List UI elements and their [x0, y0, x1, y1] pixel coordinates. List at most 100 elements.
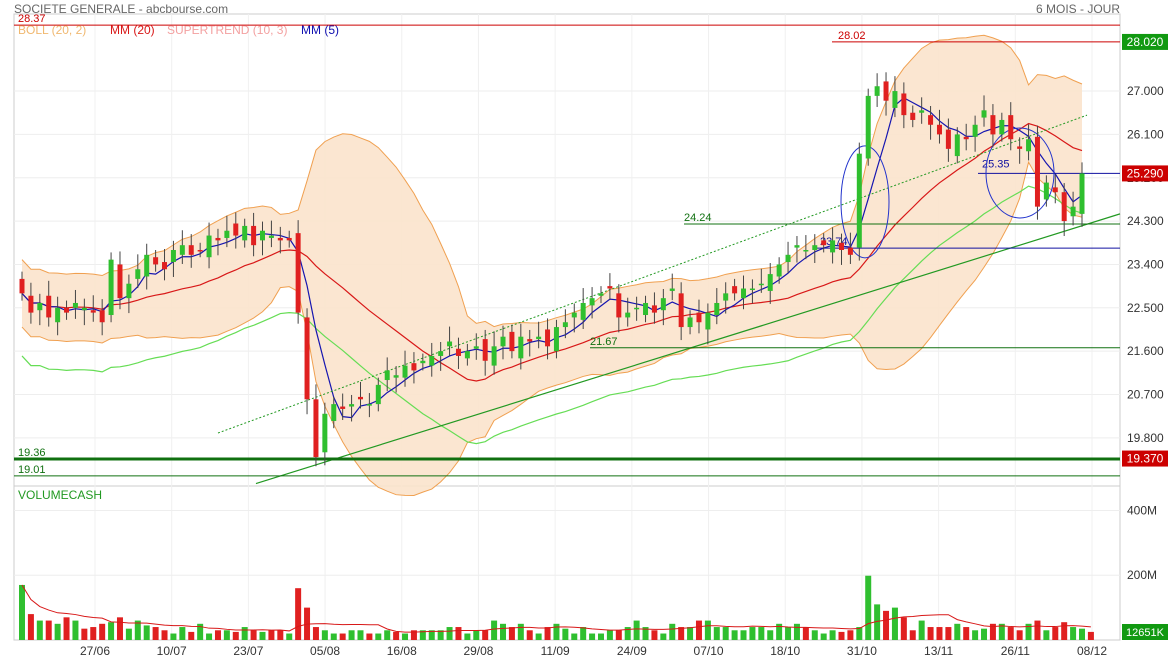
volume-bar — [633, 620, 640, 640]
candle — [447, 341, 453, 347]
candle — [99, 310, 105, 323]
level-label: 24.24 — [684, 212, 712, 224]
candle — [393, 375, 399, 378]
y-tick-label: 19.800 — [1127, 431, 1164, 445]
volume-bar — [678, 627, 685, 640]
candle — [215, 237, 221, 241]
volume-bar — [776, 623, 783, 640]
candle — [874, 86, 880, 96]
volume-bar — [1034, 620, 1041, 640]
candle — [251, 225, 257, 246]
x-tick-label: 31/10 — [847, 644, 877, 658]
volume-bar — [517, 623, 524, 640]
y-tick-label: 22.500 — [1127, 301, 1164, 315]
volume-bar — [179, 627, 186, 640]
volume-bar — [535, 633, 542, 640]
candle — [945, 129, 951, 149]
volume-bar — [259, 631, 266, 640]
candle — [375, 384, 381, 405]
volume-bar — [116, 617, 123, 640]
volume-bar — [1061, 622, 1068, 640]
volume-bar — [918, 620, 925, 640]
volume-bar — [446, 627, 453, 640]
volume-bar — [277, 630, 284, 640]
candle — [936, 124, 942, 135]
legend-item: MM (5) — [301, 23, 339, 37]
volume-bar — [286, 633, 293, 640]
candle — [72, 302, 78, 308]
candle — [1034, 136, 1040, 207]
candle — [197, 250, 203, 252]
volume-bar — [384, 630, 391, 640]
candle — [838, 242, 844, 250]
volume-bar — [989, 623, 996, 640]
volume-panel — [13, 485, 1121, 641]
period-label: 6 MOIS - JOUR — [1035, 2, 1120, 16]
volume-bar — [660, 633, 667, 640]
candle — [19, 278, 25, 294]
volume-bar — [945, 627, 952, 640]
volume-bar — [874, 604, 881, 640]
y-tick-label: 27.000 — [1127, 84, 1164, 98]
candle — [830, 240, 836, 253]
level-label: 25.35 — [982, 159, 1010, 171]
volume-bar — [27, 614, 34, 640]
candle — [562, 322, 568, 328]
candle — [527, 339, 533, 342]
volume-bar — [891, 607, 898, 640]
candle — [304, 317, 310, 400]
candle — [732, 286, 738, 294]
candle — [438, 351, 444, 356]
candle — [999, 119, 1005, 135]
volume-bar — [63, 617, 70, 640]
candle — [741, 288, 747, 299]
x-tick-label: 08/12 — [1077, 644, 1107, 658]
volume-bar — [36, 620, 43, 640]
volume-bar — [954, 623, 961, 640]
volume-bar — [865, 575, 872, 640]
volume-bar — [811, 630, 818, 640]
volume-bar — [624, 627, 631, 640]
volume-bar — [615, 630, 622, 640]
candle — [767, 274, 773, 291]
volume-tick-label: 200M — [1127, 568, 1157, 582]
volume-bar — [544, 627, 551, 640]
volume-bar — [820, 633, 827, 640]
candle — [919, 110, 925, 113]
candle — [821, 240, 827, 246]
candle — [64, 307, 70, 313]
volume-bar — [170, 633, 177, 640]
candle — [509, 331, 515, 352]
volume-bar — [909, 630, 916, 640]
price-badge-label: 19.370 — [1127, 452, 1164, 466]
level-label: 19.01 — [18, 464, 46, 476]
candle — [589, 298, 595, 306]
candle — [545, 329, 551, 347]
candle — [643, 302, 649, 316]
price-badge — [1122, 450, 1168, 467]
volume-bar — [312, 627, 319, 640]
candle — [669, 288, 675, 291]
candle — [749, 288, 755, 291]
volume-bar — [802, 627, 809, 640]
candle — [313, 399, 319, 458]
volume-bar — [419, 630, 426, 640]
candle — [233, 223, 239, 236]
volume-bar — [606, 630, 613, 640]
candle — [901, 93, 907, 116]
volume-bar — [491, 620, 498, 640]
volume-bar — [339, 633, 346, 640]
volume-bar — [90, 627, 97, 640]
volume-bar — [1007, 627, 1014, 640]
volume-bar — [963, 627, 970, 640]
volume-bar — [366, 633, 373, 640]
bollinger-upper — [21, 34, 1083, 328]
volume-bar — [1043, 630, 1050, 640]
candle — [420, 360, 426, 364]
candle — [696, 312, 702, 323]
candle — [46, 295, 52, 318]
volume-bar — [473, 630, 480, 640]
volume-bar — [847, 630, 854, 640]
volume-bar — [749, 627, 756, 640]
